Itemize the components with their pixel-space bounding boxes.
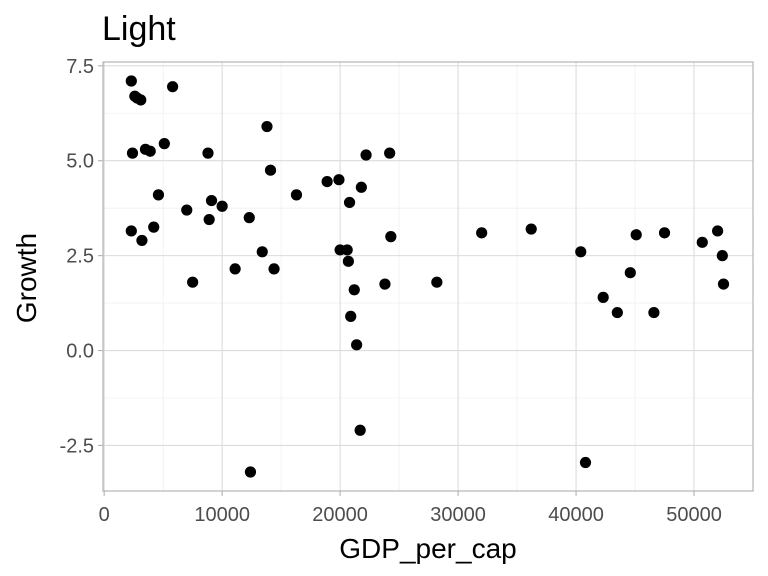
chart-title: Light xyxy=(102,10,176,48)
data-point xyxy=(203,213,215,226)
data-point xyxy=(431,276,443,288)
data-point xyxy=(384,147,396,159)
x-tick-label: 10000 xyxy=(194,504,250,526)
data-point xyxy=(187,276,199,288)
data-point xyxy=(148,221,160,233)
data-point xyxy=(144,145,156,157)
data-point xyxy=(229,263,241,275)
data-point xyxy=(135,94,147,106)
data-point xyxy=(360,149,372,161)
data-point xyxy=(385,231,397,243)
data-point xyxy=(342,255,354,267)
data-point xyxy=(244,466,257,478)
data-point xyxy=(243,212,255,224)
data-point xyxy=(256,246,268,258)
data-point xyxy=(341,244,353,256)
y-tick-label: 7.5 xyxy=(66,56,94,78)
axis-tick-labels: 0 10000 20000 30000 40000 50000 -2.5 0.0 2.5 5.0 7… xyxy=(60,56,722,526)
y-tick-label: -2.5 xyxy=(60,435,94,457)
data-point xyxy=(136,234,148,247)
data-point xyxy=(717,278,730,290)
data-point xyxy=(202,147,214,159)
data-point xyxy=(351,339,363,351)
data-point xyxy=(216,200,228,212)
data-point xyxy=(125,75,137,87)
axis-ticks xyxy=(98,65,695,496)
data-point xyxy=(205,194,218,207)
panel-border xyxy=(102,61,754,492)
data-point xyxy=(579,456,592,469)
data-point xyxy=(379,278,391,290)
y-axis-title: Growth xyxy=(11,233,42,323)
data-point xyxy=(476,227,488,239)
data-point xyxy=(696,236,708,248)
data-point xyxy=(712,225,724,237)
data-point xyxy=(167,81,179,93)
data-point xyxy=(716,250,728,262)
data-point xyxy=(181,204,193,216)
data-point xyxy=(261,120,273,133)
data-point xyxy=(648,306,660,319)
x-tick-label: 20000 xyxy=(312,504,368,526)
data-point xyxy=(348,284,360,296)
data-point xyxy=(630,229,642,241)
data-point xyxy=(126,147,139,159)
x-tick-label: 50000 xyxy=(666,504,722,526)
data-point xyxy=(575,246,587,258)
y-tick-label: 2.5 xyxy=(66,246,94,268)
data-point xyxy=(597,291,609,303)
data-point xyxy=(125,225,137,237)
y-tick-label: 5.0 xyxy=(66,151,94,173)
data-point xyxy=(333,174,345,186)
y-tick-label: 0.0 xyxy=(66,341,94,363)
data-point xyxy=(345,310,357,322)
data-point xyxy=(152,189,165,201)
data-points xyxy=(125,75,730,478)
data-point xyxy=(525,223,537,235)
x-tick-label: 40000 xyxy=(548,504,604,526)
data-point xyxy=(624,267,636,279)
data-point xyxy=(321,175,333,188)
data-point xyxy=(264,164,277,176)
x-tick-label: 30000 xyxy=(430,504,486,526)
data-point xyxy=(268,263,280,275)
x-axis-title: GDP_per_cap xyxy=(339,533,516,564)
data-point xyxy=(658,227,671,239)
data-point xyxy=(354,424,366,436)
data-point xyxy=(158,138,170,150)
data-point xyxy=(290,189,303,201)
data-point xyxy=(611,306,623,319)
data-point xyxy=(343,196,356,209)
major-gridlines xyxy=(103,62,753,491)
data-point xyxy=(355,181,367,193)
x-tick-label: 0 xyxy=(99,504,110,526)
